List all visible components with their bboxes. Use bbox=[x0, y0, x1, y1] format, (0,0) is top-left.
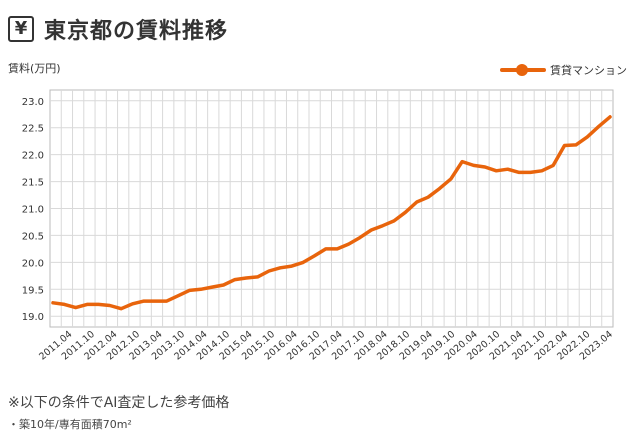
y-tick-label: 21.0 bbox=[22, 205, 44, 216]
y-tick-label: 20.5 bbox=[22, 231, 44, 242]
y-axis-label: 賃料(万円) bbox=[8, 62, 61, 75]
y-tick-label: 19.5 bbox=[22, 285, 44, 296]
page-header: ¥ 東京都の賃料推移 bbox=[8, 14, 228, 44]
condition-note: ※以下の条件でAI査定した参考価格 bbox=[8, 395, 230, 411]
y-tick-label: 19.0 bbox=[22, 312, 44, 323]
y-tick-label: 21.5 bbox=[22, 178, 44, 189]
page-title: 東京都の賃料推移 bbox=[44, 19, 229, 44]
chart-legend: 賃貸マンション bbox=[500, 62, 627, 78]
y-tick-label: 22.0 bbox=[22, 151, 44, 162]
legend-label: 賃貸マンション bbox=[550, 64, 627, 77]
yen-icon: ¥ bbox=[8, 16, 34, 42]
rent-line-chart: 19.019.520.020.521.021.522.022.523.02011… bbox=[22, 89, 615, 363]
y-tick-label: 22.5 bbox=[22, 124, 44, 135]
y-tick-label: 20.0 bbox=[22, 258, 44, 269]
series-line-rental-mansion bbox=[51, 115, 612, 311]
spec-note: ・築10年/専有面積70m² bbox=[8, 418, 132, 431]
y-tick-label: 23.0 bbox=[22, 97, 44, 108]
legend-swatch bbox=[500, 64, 546, 76]
